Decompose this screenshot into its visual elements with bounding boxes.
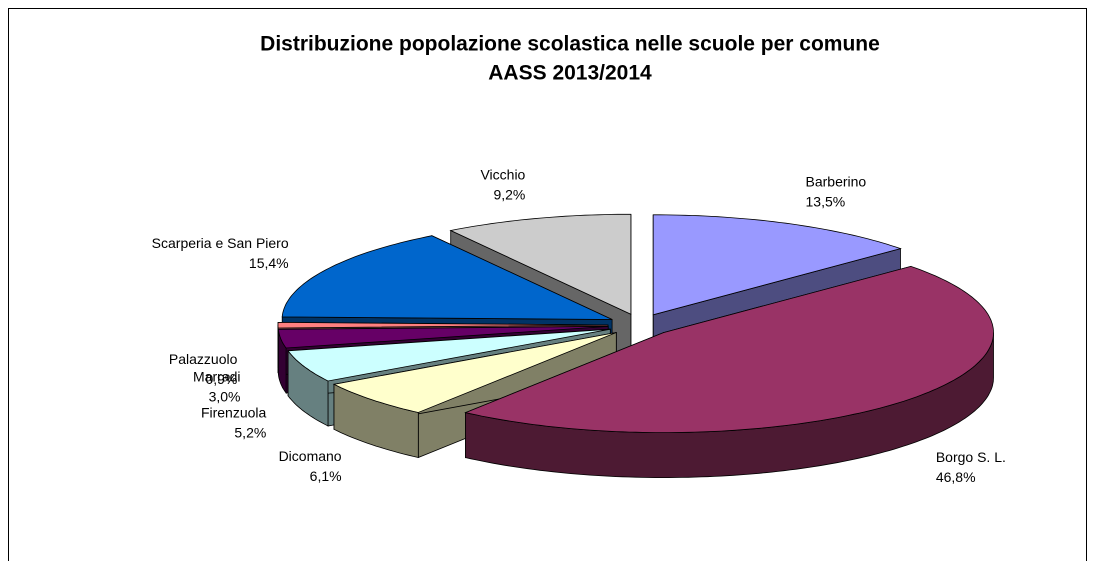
slice-top — [277, 321, 609, 329]
data-label-value: 46,8% — [936, 469, 976, 485]
slice-top — [449, 213, 632, 315]
slice-top — [277, 326, 609, 349]
data-label-value: 13,5% — [806, 194, 846, 210]
data-label-value: 5,2% — [234, 425, 266, 441]
data-label-value: 6,1% — [310, 468, 342, 484]
data-label-value: 3,0% — [209, 389, 241, 405]
data-label-name: Borgo S. L. — [936, 449, 1006, 465]
data-label-name: Vicchio — [480, 167, 525, 183]
slice — [464, 265, 994, 478]
slice-top — [652, 214, 902, 316]
slice-top — [281, 235, 613, 320]
chart-title: Distribuzione popolazione scolastica nel… — [260, 33, 880, 56]
data-label-value: 15,4% — [249, 255, 289, 271]
slice-top — [464, 265, 994, 433]
data-label-value: 9,2% — [493, 187, 525, 203]
slice-top — [287, 328, 611, 382]
data-label-name: Dicomano — [279, 448, 342, 464]
data-label-name: Palazzuolo — [169, 351, 238, 367]
slice-top — [332, 332, 617, 413]
data-label-name: Marradi — [193, 369, 240, 385]
data-label-name: Scarperia e San Piero — [152, 235, 289, 251]
data-label-value: 0,9% — [205, 371, 237, 387]
chart-subtitle: AASS 2013/2014 — [488, 62, 652, 85]
data-label-name: Firenzuola — [201, 405, 267, 421]
data-label-name: Barberino — [806, 174, 867, 190]
